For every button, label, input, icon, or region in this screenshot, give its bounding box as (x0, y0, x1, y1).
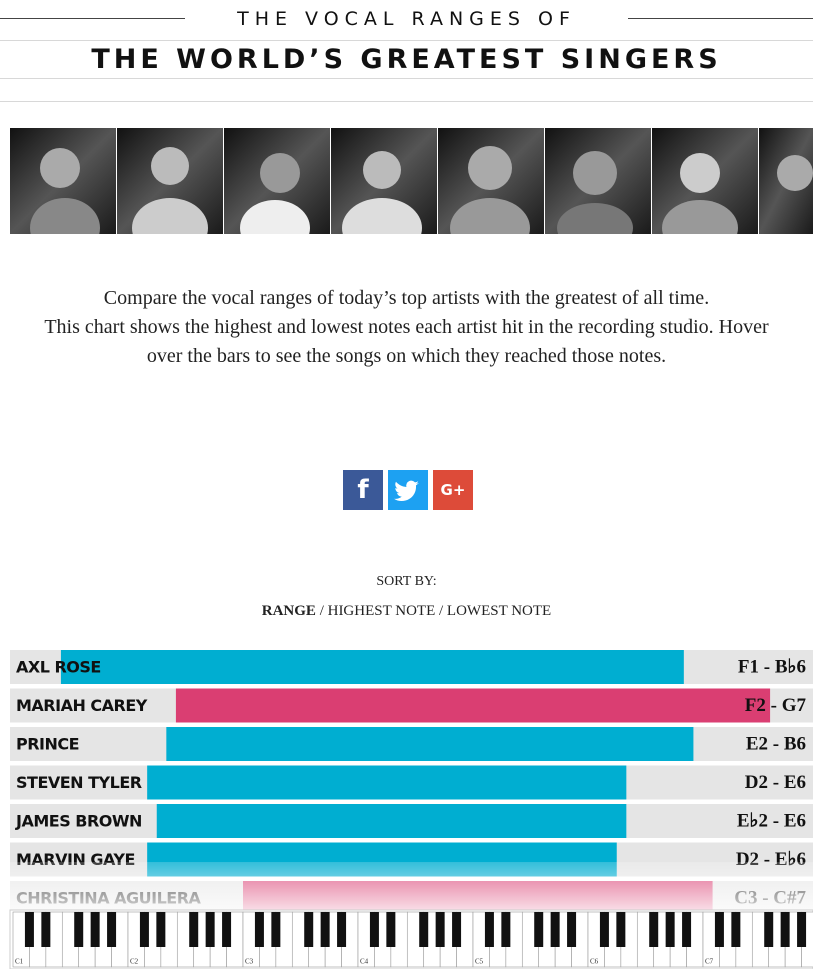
rule (0, 18, 185, 19)
black-key (139, 912, 149, 947)
keyboard: C1 C2 C3 C4 C5 C6 C7 (9, 909, 813, 969)
rule (628, 18, 813, 19)
singer-name: JAMES BROWN (15, 812, 142, 831)
sort-options: RANGE / HIGHEST NOTE / LOWEST NOTE (0, 603, 813, 620)
black-key (435, 912, 445, 947)
intro-paragraph: Compare the vocal ranges of today’s top … (103, 287, 710, 309)
range-label: F2 - G7 (745, 695, 807, 716)
sort-option[interactable]: RANGE (261, 603, 316, 619)
black-key (271, 912, 281, 947)
black-key (714, 912, 724, 947)
black-key (320, 912, 330, 947)
separator: / (439, 603, 444, 619)
black-key (369, 912, 379, 947)
key-label: C6 (590, 958, 599, 966)
title-line1: THE VOCAL RANGES OF (237, 8, 576, 30)
sort-option[interactable]: LOWEST NOTE (446, 603, 552, 619)
sort-option[interactable]: HIGHEST NOTE (327, 603, 436, 619)
black-key (665, 912, 675, 947)
key-label: C4 (360, 958, 369, 966)
range-label: D2 - E6 (745, 772, 806, 793)
black-key (222, 912, 232, 947)
separator: / (319, 603, 324, 619)
singer-name: STEVEN TYLER (16, 773, 142, 792)
black-key (599, 912, 609, 947)
fade-overlay (0, 862, 813, 912)
share-google[interactable]: G+ (433, 470, 473, 510)
sort-label: SORT BY: (376, 574, 437, 589)
staff-line (0, 101, 813, 102)
black-key (452, 912, 462, 947)
black-key (501, 912, 511, 947)
black-key (797, 912, 807, 947)
key-label: C3 (245, 958, 254, 966)
intro-paragraph: This chart shows the highest and lowest … (44, 316, 769, 367)
singer-name: AXL ROSE (16, 658, 101, 677)
range-bar (166, 727, 694, 761)
black-key (550, 912, 560, 947)
black-key (780, 912, 790, 947)
range-chart: AXL ROSE F1 - B♭6 MARIAH CAREY F2 - G7 PRINC… (0, 650, 813, 969)
staff-line (0, 78, 813, 79)
range-bar (175, 688, 771, 723)
black-key (24, 912, 34, 947)
black-key (107, 912, 117, 947)
staff-line (0, 40, 813, 41)
range-bar (156, 804, 627, 838)
singer-name: PRINCE (16, 735, 79, 754)
singer-name: MARIAH CAREY (16, 696, 148, 715)
key-label: C1 (15, 958, 24, 966)
photo-strip (10, 128, 813, 234)
photos (10, 128, 813, 234)
black-key (616, 912, 626, 947)
key-label: C5 (475, 958, 484, 966)
black-key (189, 912, 199, 947)
black-key (386, 912, 396, 947)
black-key (649, 912, 659, 947)
black-key (156, 912, 166, 947)
share-twitter[interactable] (388, 470, 428, 510)
black-key (764, 912, 774, 947)
black-key (90, 912, 100, 947)
range-label: F1 - B♭6 (738, 656, 806, 677)
black-key (534, 912, 544, 947)
twitter-icon (394, 480, 419, 502)
black-key (41, 912, 51, 947)
range-label: E♭2 - E6 (737, 810, 806, 831)
black-key (205, 912, 215, 947)
black-key (731, 912, 741, 947)
black-key (682, 912, 692, 947)
title-line2: THE WORLD’S GREATEST SINGERS (91, 44, 722, 75)
black-key (254, 912, 264, 947)
black-key (304, 912, 314, 947)
black-key (337, 912, 347, 947)
share-facebook[interactable]: f (343, 470, 383, 510)
black-key (567, 912, 577, 947)
key-label: C7 (705, 958, 714, 966)
intro: Compare the vocal ranges of today’s top … (30, 284, 783, 371)
black-key (74, 912, 84, 947)
black-key (484, 912, 494, 947)
key-label: C2 (130, 958, 139, 966)
black-key (419, 912, 429, 947)
range-label: E2 - B6 (746, 733, 806, 754)
range-bar (60, 650, 684, 684)
range-bar (147, 765, 627, 800)
